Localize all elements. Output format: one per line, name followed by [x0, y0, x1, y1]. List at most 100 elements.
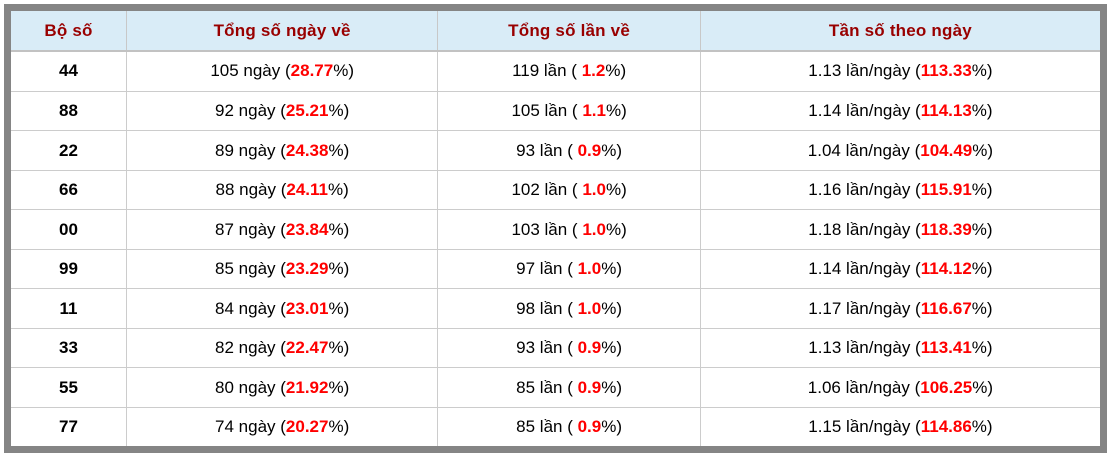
percent-value: 24.38 — [285, 140, 329, 160]
cell-frequency-per-day: 1.14 lần/ngày (114.13%) — [700, 91, 1100, 132]
cell-frequency-per-day: 1.13 lần/ngày (113.41%) — [700, 328, 1100, 369]
cell-text: %) — [605, 101, 627, 121]
cell-frequency-per-day: 1.18 lần/ngày (118.39%) — [700, 209, 1100, 250]
percent-value: 20.27 — [285, 416, 329, 436]
cell-text: %) — [971, 338, 993, 358]
percent-value: 114.13 — [920, 101, 972, 121]
cell-text: 1.17 lần/ngày ( — [808, 298, 921, 318]
cell-text: 105 ngày ( — [210, 61, 291, 81]
percent-value: 104.49 — [920, 140, 973, 160]
cell-text: 1.13 lần/ngày ( — [808, 338, 921, 358]
cell-text: 1.04 lần/ngày ( — [807, 140, 921, 160]
cell-text: %) — [605, 219, 627, 239]
cell-frequency-per-day: 1.13 lần/ngày (113.33%) — [700, 51, 1100, 92]
cell-text: %) — [328, 140, 350, 160]
cell-text: 82 ngày ( — [215, 338, 286, 358]
cell-number-set: 33 — [11, 328, 127, 369]
cell-total-times: 102 lần ( 1.0%) — [437, 170, 701, 211]
column-header-days: Tổng số ngày về — [126, 11, 439, 52]
cell-text: 93 lần ( — [516, 140, 578, 160]
cell-text: 1.15 lần/ngày ( — [808, 416, 921, 436]
table-row: 11 84 ngày (23.01%) 98 lần ( 1.0%) 1.17 lần… — [11, 288, 1100, 329]
cell-text: 84 ngày ( — [215, 298, 286, 318]
cell-text: 103 lần ( — [511, 219, 583, 239]
cell-text: 88 ngày ( — [215, 180, 287, 200]
cell-text: 98 lần ( — [516, 298, 578, 318]
cell-total-times: 105 lần ( 1.1%) — [437, 91, 701, 132]
cell-text: 1.18 lần/ngày ( — [808, 219, 921, 239]
cell-text: 93 lần ( — [516, 338, 578, 358]
percent-value: 1.1 — [582, 101, 606, 121]
cell-text: 97 lần ( — [516, 259, 578, 279]
cell-frequency-per-day: 1.15 lần/ngày (114.86%) — [700, 407, 1100, 446]
cell-text: 85 lần ( — [516, 377, 578, 397]
lottery-statistics-table: Bộ số Tổng số ngày về Tổng số lần về Tần… — [11, 11, 1100, 446]
cell-text: 85 lần ( — [516, 416, 578, 436]
percent-value: 1.0 — [582, 219, 606, 239]
percent-value: 25.21 — [285, 101, 329, 121]
cell-text: %) — [328, 101, 350, 121]
table-row: 88 92 ngày (25.21%) 105 lần ( 1.1%) 1.14 lầ… — [11, 91, 1100, 132]
cell-total-days: 84 ngày (23.01%) — [126, 288, 439, 329]
cell-text: %) — [971, 180, 993, 200]
cell-text: %) — [971, 298, 993, 318]
cell-frequency-per-day: 1.06 lần/ngày (106.25%) — [700, 367, 1100, 408]
table-row: 44 105 ngày (28.77%) 119 lần ( 1.2%) 1.13 l… — [11, 51, 1100, 92]
cell-text: 105 lần ( — [511, 101, 583, 121]
cell-total-times: 85 lần ( 0.9%) — [437, 367, 701, 408]
cell-text: %) — [328, 259, 350, 279]
cell-frequency-per-day: 1.16 lần/ngày (115.91%) — [700, 170, 1100, 211]
cell-text: 89 ngày ( — [215, 140, 286, 160]
cell-text: 1.13 lần/ngày ( — [808, 61, 921, 81]
percent-value: 1.0 — [577, 298, 602, 318]
cell-text: %) — [971, 61, 993, 81]
cell-text: %) — [972, 140, 994, 160]
cell-frequency-per-day: 1.04 lần/ngày (104.49%) — [700, 130, 1100, 171]
percent-value: 114.86 — [920, 416, 972, 436]
cell-text: 1.14 lần/ngày ( — [808, 259, 921, 279]
cell-number-set: 88 — [11, 91, 127, 132]
cell-text: %) — [972, 377, 994, 397]
percent-value: 1.0 — [582, 180, 606, 200]
percent-value: 28.77 — [290, 61, 334, 81]
percent-value: 0.9 — [577, 338, 602, 358]
table-body: 44 105 ngày (28.77%) 119 lần ( 1.2%) 1.13 l… — [11, 51, 1100, 446]
cell-text: %) — [605, 180, 627, 200]
cell-text: %) — [333, 61, 354, 81]
cell-text: 1.16 lần/ngày ( — [808, 180, 921, 200]
cell-text: %) — [328, 180, 349, 200]
cell-total-days: 80 ngày (21.92%) — [126, 367, 439, 408]
cell-total-days: 87 ngày (23.84%) — [126, 209, 439, 250]
cell-text: %) — [601, 140, 623, 160]
cell-number-set: 44 — [11, 51, 127, 92]
column-header-set: Bộ số — [11, 11, 127, 52]
cell-number-set: 55 — [11, 367, 127, 408]
cell-total-times: 98 lần ( 1.0%) — [437, 288, 701, 329]
percent-value: 22.47 — [285, 338, 329, 358]
percent-value: 0.9 — [577, 416, 602, 436]
cell-total-days: 82 ngày (22.47%) — [126, 328, 439, 369]
cell-total-times: 97 lần ( 1.0%) — [437, 249, 701, 290]
cell-text: %) — [971, 219, 993, 239]
cell-text: %) — [601, 377, 623, 397]
cell-text: 119 lần ( — [512, 61, 582, 81]
cell-frequency-per-day: 1.14 lần/ngày (114.12%) — [700, 249, 1100, 290]
column-header-times: Tổng số lần về — [437, 11, 701, 52]
percent-value: 114.12 — [920, 259, 972, 279]
cell-number-set: 66 — [11, 170, 127, 211]
table-row: 22 89 ngày (24.38%) 93 lần ( 0.9%) 1.04 lần… — [11, 130, 1100, 171]
cell-text: 87 ngày ( — [215, 219, 286, 239]
cell-text: %) — [328, 377, 350, 397]
cell-total-days: 85 ngày (23.29%) — [126, 249, 439, 290]
percent-value: 0.9 — [577, 377, 602, 397]
cell-text: 74 ngày ( — [215, 416, 286, 436]
cell-text: %) — [328, 298, 350, 318]
table-row: 00 87 ngày (23.84%) 103 lần ( 1.0%) 1.18 lầ… — [11, 209, 1100, 250]
cell-text: %) — [605, 61, 627, 81]
cell-text: %) — [971, 101, 993, 121]
cell-text: %) — [971, 259, 993, 279]
table-row: 99 85 ngày (23.29%) 97 lần ( 1.0%) 1.14 lần… — [11, 249, 1100, 290]
percent-value: 115.91 — [920, 180, 972, 200]
percent-value: 23.29 — [285, 259, 329, 279]
percent-value: 24.11 — [286, 180, 328, 200]
